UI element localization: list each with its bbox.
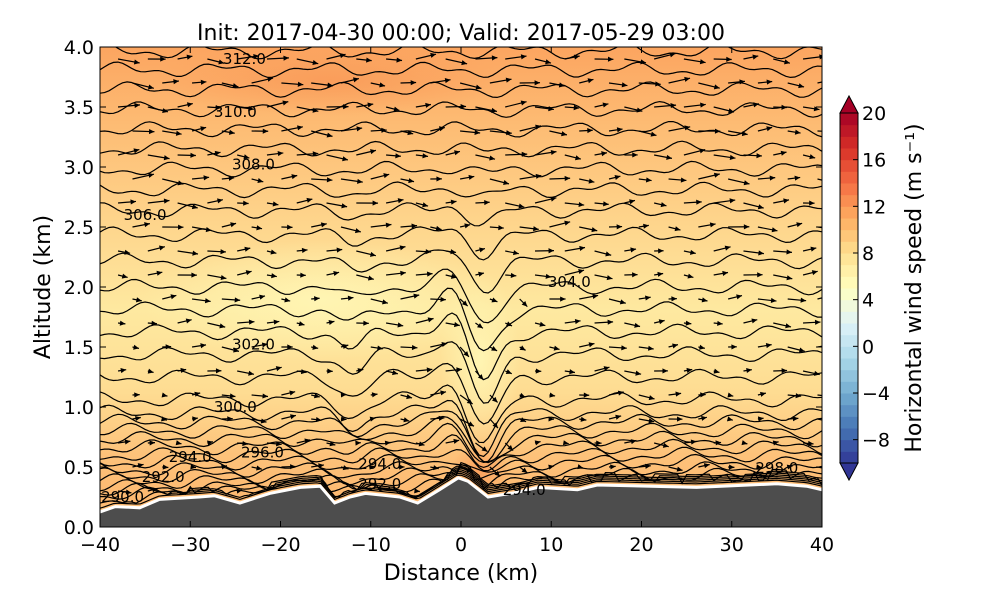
wind-arrow-head bbox=[833, 77, 839, 82]
contour-label: 302.0 bbox=[232, 336, 275, 354]
colorbar: 20 16 12 8 4 0 −4 −8 bbox=[840, 96, 890, 480]
colorbar-segment bbox=[840, 440, 858, 452]
x-tick-label: −30 bbox=[170, 534, 210, 556]
colorbar-label: Horizontal wind speed (m s⁻¹) bbox=[902, 123, 927, 452]
contour-label: 306.0 bbox=[124, 206, 167, 224]
y-axis-label: Altitude (km) bbox=[31, 215, 56, 359]
colorbar-segment bbox=[840, 358, 858, 370]
y-tick-label: 4.0 bbox=[64, 37, 94, 59]
colorbar-tick-label: 8 bbox=[862, 243, 874, 265]
colorbar-segment bbox=[840, 381, 858, 393]
colorbar-segment bbox=[840, 125, 858, 137]
strong-wind-region bbox=[150, 45, 510, 115]
x-tick-label: 0 bbox=[455, 534, 467, 556]
colorbar-segment bbox=[840, 451, 858, 463]
y-tick-label: 2.0 bbox=[64, 277, 94, 299]
colorbar-tick-label: 0 bbox=[862, 336, 874, 358]
y-tick-label: 1.0 bbox=[64, 397, 94, 419]
colorbar-tick-label: 20 bbox=[862, 103, 886, 125]
colorbar-segment bbox=[840, 335, 858, 347]
wind-arrow-head bbox=[822, 465, 828, 470]
contour-label: 294.0 bbox=[169, 448, 212, 466]
contour-label: 292.0 bbox=[142, 468, 185, 486]
wind-arrow-shaft bbox=[817, 131, 833, 132]
x-axis-label: Distance (km) bbox=[384, 561, 539, 586]
colorbar-segment bbox=[840, 323, 858, 335]
colorbar-extend-max bbox=[840, 96, 858, 113]
colorbar-segment bbox=[840, 370, 858, 382]
colorbar-segment bbox=[840, 346, 858, 358]
wind-arrow-head bbox=[823, 178, 829, 183]
colorbar-segment bbox=[840, 230, 858, 242]
colorbar-segment bbox=[840, 300, 858, 312]
colorbar-segment bbox=[840, 253, 858, 265]
contour-label: 304.0 bbox=[548, 273, 591, 291]
colorbar-segment bbox=[840, 148, 858, 160]
colorbar-segment bbox=[840, 428, 858, 440]
colorbar-segment bbox=[840, 183, 858, 195]
y-tick-label: 0.5 bbox=[64, 457, 94, 479]
y-tick-label: 0.0 bbox=[64, 517, 94, 539]
colorbar-tick-label: −4 bbox=[862, 383, 890, 405]
colorbar-segment bbox=[840, 405, 858, 417]
colorbar-segment bbox=[840, 195, 858, 207]
wind-arrow-head bbox=[826, 419, 832, 424]
colorbar-segment bbox=[840, 393, 858, 405]
colorbar-segment bbox=[840, 265, 858, 277]
x-tick-label: 10 bbox=[539, 534, 563, 556]
colorbar-segment bbox=[840, 160, 858, 172]
x-tick-label: 40 bbox=[810, 534, 834, 556]
colorbar-segment bbox=[840, 311, 858, 323]
colorbar-tick-label: 4 bbox=[862, 290, 874, 312]
wind-arrow-head bbox=[828, 343, 834, 348]
contour-label: 308.0 bbox=[232, 156, 275, 174]
chart-title: Init: 2017-04-30 00:00; Valid: 2017-05-2… bbox=[197, 21, 725, 46]
x-tick-label: 20 bbox=[629, 534, 653, 556]
colorbar-segment bbox=[840, 206, 858, 218]
y-tick-label: 1.5 bbox=[64, 337, 94, 359]
x-tick-label: −20 bbox=[260, 534, 300, 556]
colorbar-segment bbox=[840, 288, 858, 300]
weak-wind-region bbox=[440, 270, 520, 450]
colorbar-segment bbox=[840, 218, 858, 230]
contour-label: 290.0 bbox=[101, 488, 144, 506]
contour-label: 296.0 bbox=[241, 444, 284, 462]
colorbar-tick-label: 12 bbox=[862, 196, 886, 218]
colorbar-segment bbox=[840, 241, 858, 253]
colorbar-extend-min bbox=[840, 463, 858, 480]
colorbar-segment bbox=[840, 276, 858, 288]
y-tick-label: 3.0 bbox=[64, 157, 94, 179]
y-tick-label: 3.5 bbox=[64, 97, 94, 119]
wind-arrow-head bbox=[828, 394, 834, 399]
contour-label: 312.0 bbox=[223, 50, 266, 68]
contour-label: 294.0 bbox=[358, 455, 401, 473]
wind-arrow-head bbox=[825, 295, 831, 300]
colorbar-tick-label: 16 bbox=[862, 150, 886, 172]
y-tick-label: 2.5 bbox=[64, 217, 94, 239]
contour-label: 298.0 bbox=[755, 459, 798, 477]
colorbar-tick-label: −8 bbox=[862, 430, 890, 452]
colorbar-segment bbox=[840, 171, 858, 183]
wind-arrow-head bbox=[828, 129, 834, 134]
colorbar-segment bbox=[840, 416, 858, 428]
contour-label: 294.0 bbox=[503, 481, 546, 499]
x-tick-label: −10 bbox=[351, 534, 391, 556]
contour-label: 300.0 bbox=[214, 398, 257, 416]
colorbar-segment bbox=[840, 136, 858, 148]
colorbar-segment bbox=[840, 113, 858, 125]
contour-label: 292.0 bbox=[358, 475, 401, 493]
contour-label: 310.0 bbox=[214, 103, 257, 121]
wind-arrow-head bbox=[822, 225, 828, 230]
x-tick-label: 30 bbox=[720, 534, 744, 556]
